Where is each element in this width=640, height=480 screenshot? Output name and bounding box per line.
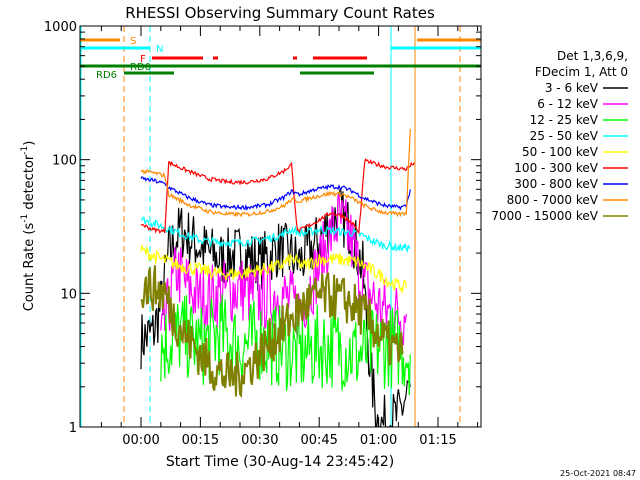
footer-date: 25-Oct-2021 08:47 bbox=[560, 469, 636, 478]
y-axis-label-sup-2: -1 bbox=[20, 146, 30, 155]
series-line-5 bbox=[140, 245, 407, 293]
series-line-4 bbox=[140, 216, 411, 254]
legend-title-line-1: Det 1,3,6,9, bbox=[557, 49, 628, 63]
y-tick-label: 10 bbox=[60, 287, 77, 302]
chart-title: RHESSI Observing Summary Count Rates bbox=[125, 4, 435, 22]
x-tick-label: 01:15 bbox=[419, 433, 456, 448]
state-label-n: N bbox=[156, 44, 163, 55]
state-label-s: S bbox=[130, 36, 136, 47]
series-line-1 bbox=[140, 188, 411, 427]
legend-label-7: 300 - 800 keV bbox=[514, 177, 598, 191]
x-tick-label: 00:45 bbox=[300, 433, 337, 448]
x-tick-label: 00:30 bbox=[241, 433, 278, 448]
series-line-8 bbox=[140, 128, 411, 218]
legend-label-2: 6 - 12 keV bbox=[537, 97, 599, 111]
legend: Det 1,3,6,9, FDecim 1, Att 0 3 - 6 keV 6 … bbox=[491, 49, 628, 223]
legend-label-3: 12 - 25 keV bbox=[530, 113, 599, 127]
legend-label-5: 50 - 100 keV bbox=[522, 145, 599, 159]
x-axis-label: Start Time (30-Aug-14 23:45:42) bbox=[166, 454, 394, 470]
state-label-rd6: RD6 bbox=[96, 70, 117, 81]
y-tick-label: 1000 bbox=[44, 20, 77, 35]
y-tick-label: 1 bbox=[69, 421, 77, 436]
y-tick-label: 100 bbox=[52, 154, 77, 169]
y-axis-label: Count Rate (s-1 detector-1) bbox=[20, 141, 37, 312]
series-line-9 bbox=[140, 265, 404, 399]
y-axis-ticks: 1 10 100 1000 bbox=[44, 20, 481, 436]
axes bbox=[79, 25, 482, 428]
y-axis-label-sup-1: -1 bbox=[20, 214, 30, 223]
legend-label-9: 7000 - 15000 keV bbox=[491, 209, 598, 223]
legend-label-1: 3 - 6 keV bbox=[545, 81, 599, 95]
series-line-7 bbox=[140, 176, 411, 212]
state-label-f: F bbox=[140, 54, 146, 65]
state-label-rd0: RD0 bbox=[130, 62, 151, 73]
x-tick-label: 00:00 bbox=[122, 433, 159, 448]
plot-frame bbox=[79, 25, 482, 428]
legend-label-6: 100 - 300 keV bbox=[514, 161, 598, 175]
legend-title-line-2: FDecim 1, Att 0 bbox=[535, 65, 628, 79]
y-axis-label-part-2: detector bbox=[22, 154, 37, 214]
x-tick-label: 01:00 bbox=[360, 433, 397, 448]
legend-label-4: 25 - 50 keV bbox=[530, 129, 599, 143]
y-axis-label-part-1: Count Rate (s bbox=[22, 223, 37, 312]
x-tick-label: 00:15 bbox=[182, 433, 219, 448]
x-axis-ticks: 00:00 00:15 00:30 00:45 01:00 01:15 bbox=[100, 26, 479, 448]
legend-label-8: 800 - 7000 keV bbox=[507, 193, 599, 207]
series-group bbox=[140, 128, 415, 427]
y-axis-label-part-3: ) bbox=[22, 141, 37, 146]
series-line-6 bbox=[140, 158, 415, 235]
